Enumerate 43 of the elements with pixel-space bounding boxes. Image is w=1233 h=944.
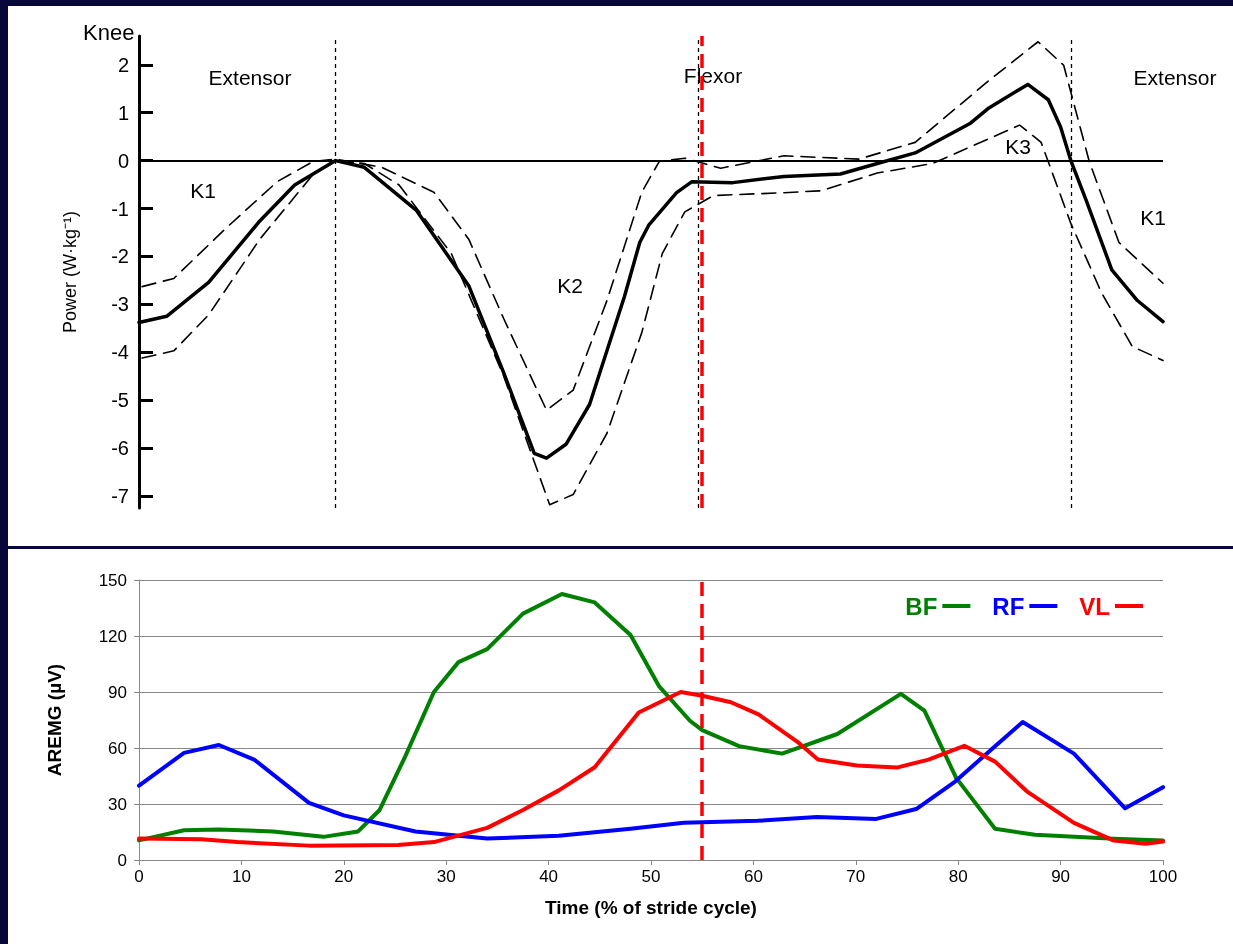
x-tick-label: 60 <box>743 867 763 886</box>
x-axis-title: Time (% of stride cycle) <box>545 897 757 918</box>
annotation: K1 <box>190 178 216 202</box>
annotation: K3 <box>1005 134 1031 158</box>
annotation: K1 <box>1140 205 1166 229</box>
x-tick-label: 100 <box>1148 867 1178 886</box>
line-series <box>137 592 1165 843</box>
y-axis-title: AREMG (µV) <box>44 663 65 777</box>
y-tick-label: -3 <box>111 293 129 316</box>
y-tick-label: 0 <box>117 149 129 172</box>
x-tick-label: 80 <box>948 867 968 886</box>
y-tick-label: -6 <box>111 437 129 460</box>
y-tick-label: 120 <box>98 626 127 646</box>
x-tick-label: 70 <box>846 867 866 886</box>
y-axis-title: Power (W·kg⁻¹) <box>60 211 80 333</box>
annotation: Extensor <box>1133 65 1217 89</box>
y-tick-label: 0 <box>117 850 127 870</box>
x-tick-label: 40 <box>539 867 559 886</box>
y-tick-label: 60 <box>108 738 127 758</box>
x-tick-label: 50 <box>641 867 661 886</box>
y-tick-label: -2 <box>111 245 129 268</box>
x-tick-label: 0 <box>134 867 144 886</box>
legend-label: RF <box>992 592 1025 620</box>
x-tick-label: 10 <box>231 867 251 886</box>
line-series <box>137 720 1165 841</box>
y-tick-label: -5 <box>111 389 129 412</box>
y-tick-label: -7 <box>111 485 129 508</box>
legend-label: VL <box>1079 592 1110 620</box>
chart-title: Knee <box>83 19 135 45</box>
legend-label: BF <box>905 592 938 620</box>
y-tick-label: -1 <box>111 197 129 220</box>
y-tick-label: 2 <box>117 53 129 76</box>
x-tick-label: 20 <box>334 867 354 886</box>
annotation: K2 <box>557 273 583 297</box>
annotation: Flexor <box>683 63 743 87</box>
x-tick-label: 90 <box>1051 867 1071 886</box>
y-tick-label: 30 <box>108 794 127 814</box>
y-tick-label: -4 <box>111 341 129 364</box>
y-tick-label: 1 <box>117 101 129 124</box>
x-tick-label: 30 <box>436 867 456 886</box>
y-tick-label: 90 <box>108 682 127 702</box>
annotation: Extensor <box>208 65 292 89</box>
y-tick-label: 150 <box>98 570 127 590</box>
